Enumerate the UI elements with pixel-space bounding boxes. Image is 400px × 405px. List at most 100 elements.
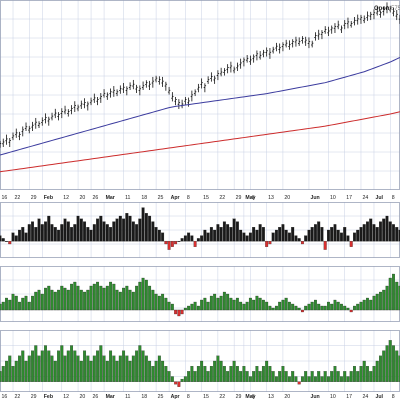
histogram-bar — [200, 236, 203, 242]
price-bar — [327, 27, 329, 36]
histogram-bar — [139, 219, 142, 241]
histogram-bar — [379, 222, 382, 242]
breadth-bar — [178, 382, 181, 387]
breadth-bar — [119, 292, 122, 310]
histogram-bar — [334, 224, 337, 241]
price-bar — [259, 51, 261, 60]
histogram-bar — [125, 213, 128, 241]
price-bar — [347, 18, 349, 29]
histogram-bar — [236, 222, 239, 242]
histogram-bar — [217, 224, 220, 241]
histogram-bar — [340, 233, 343, 241]
breadth-bar — [96, 351, 99, 382]
breadth-bar — [269, 306, 272, 310]
histogram-bar — [204, 230, 207, 241]
histogram-bar — [262, 227, 265, 241]
histogram-bar — [223, 222, 226, 242]
price-bar — [135, 85, 137, 93]
breadth-bar — [25, 296, 28, 310]
breadth-bar — [272, 371, 275, 381]
histogram-bar — [321, 227, 324, 241]
breadth-bar — [197, 366, 200, 382]
x-tick-label: 24 — [362, 394, 368, 400]
price-bar — [363, 16, 365, 24]
breadth-bar — [265, 361, 268, 382]
breadth-bar — [220, 361, 223, 382]
breadth-bar — [324, 371, 327, 381]
x-tick-label: 12 — [63, 394, 69, 400]
breadth-bar — [109, 282, 112, 310]
breadth-bar — [129, 290, 132, 310]
histogram-bar — [148, 216, 151, 241]
histogram-bar — [256, 230, 259, 241]
breadth-bar — [171, 304, 174, 310]
price-bar — [171, 92, 173, 101]
breadth-bar — [334, 300, 337, 310]
price-bar — [230, 62, 232, 73]
breadth-bar — [191, 366, 194, 382]
breadth-bar — [204, 298, 207, 310]
breadth-bar — [54, 361, 57, 382]
breadth-bar — [308, 377, 311, 382]
price-bar — [54, 109, 56, 118]
histogram-bar — [90, 230, 93, 241]
breadth-bar — [152, 366, 155, 382]
breadth-bar — [330, 304, 333, 310]
histogram-bar — [363, 224, 366, 241]
breadth-bar — [187, 371, 190, 381]
price-bar — [9, 138, 11, 147]
breadth-bar — [288, 377, 291, 382]
histogram-bar — [239, 230, 242, 241]
x-tick-label: 6 — [252, 394, 255, 400]
x-tick-label: 8 — [392, 195, 395, 201]
breadth-bar — [272, 308, 275, 310]
x-tick-label: Apr — [171, 394, 180, 400]
breadth-bar — [194, 302, 197, 310]
breadth-bar — [343, 371, 346, 381]
histogram-bar — [122, 219, 125, 241]
breadth-bar — [376, 361, 379, 382]
breadth-bar — [155, 361, 158, 382]
price-bar — [197, 84, 199, 92]
histogram-bar — [132, 222, 135, 242]
histogram-bar — [31, 222, 34, 242]
histogram-bar — [285, 230, 288, 241]
histogram-bar — [395, 227, 398, 241]
x-tick-label: 15 — [203, 195, 209, 201]
x-tick-label: 13 — [268, 195, 274, 201]
histogram-bar — [47, 216, 50, 241]
breadth-bar — [70, 284, 73, 310]
price-bar — [80, 101, 82, 109]
price-bar — [142, 81, 144, 90]
breadth-bar — [67, 351, 70, 382]
price-bar — [178, 99, 180, 109]
x-tick-label: 26 — [93, 394, 99, 400]
breadth-bar — [252, 300, 255, 310]
x-tick-label: 22 — [15, 394, 21, 400]
breadth-bar — [213, 361, 216, 382]
breadth-bar — [337, 302, 340, 310]
breadth-bar — [373, 296, 376, 310]
x-tick-label: 6 — [252, 195, 255, 201]
price-bar — [5, 135, 7, 145]
price-bar — [38, 121, 40, 128]
open-value: 575 — [391, 6, 400, 12]
histogram-bar — [295, 236, 298, 242]
x-tick-label: 11 — [125, 394, 130, 400]
breadth-bar — [34, 292, 37, 310]
histogram-bar — [112, 222, 115, 242]
x-tick-label: 22 — [15, 195, 21, 201]
breadth-bar — [340, 304, 343, 310]
breadth-bar — [200, 300, 203, 310]
breadth-bar — [262, 300, 265, 310]
price-bar — [119, 85, 121, 93]
histogram-bar — [301, 241, 304, 244]
breadth-bar — [103, 356, 106, 382]
histogram-bar — [369, 219, 372, 241]
breadth-bar — [347, 377, 350, 382]
x-tick-label: 22 — [219, 394, 225, 400]
histogram-bar — [317, 222, 320, 242]
x-tick-label: 29 — [236, 394, 242, 400]
breadth-bar — [90, 361, 93, 382]
